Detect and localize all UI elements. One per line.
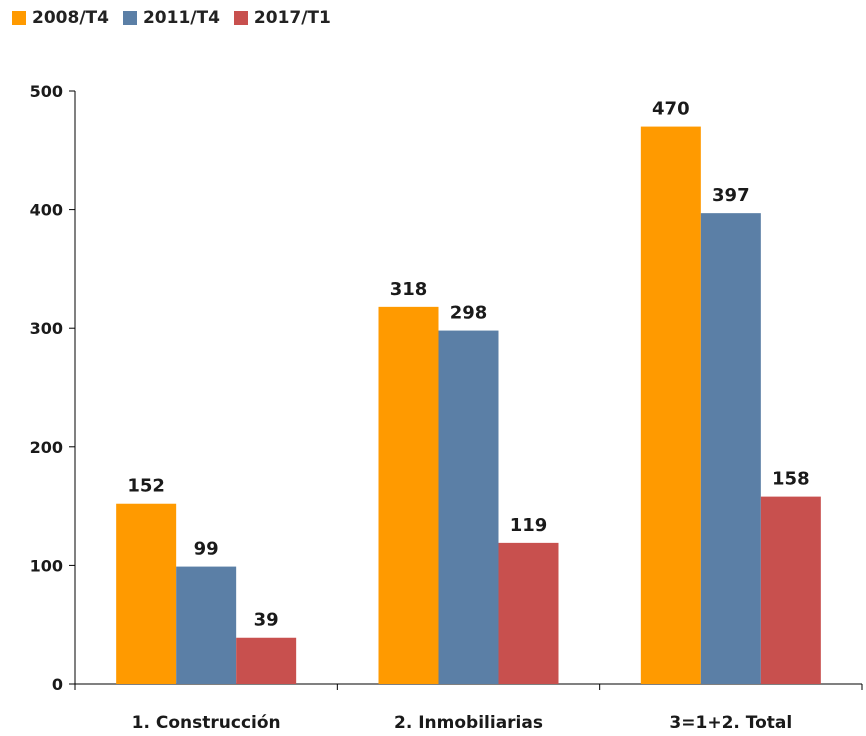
y-tick-label: 400 <box>30 201 63 220</box>
y-tick-label: 200 <box>30 438 63 457</box>
bar-2017-t1-3-1-2-total <box>760 496 821 684</box>
x-tick-label: 2. Inmobiliarias <box>394 713 543 733</box>
legend-item-2008-t4: 2008/T4 <box>12 8 109 28</box>
legend-label-2017-t1: 2017/T1 <box>253 8 331 28</box>
bar-2008-t4-2-inmobiliarias <box>378 306 439 684</box>
data-label-2017-t1-3-1-2-total: 158 <box>772 469 810 490</box>
x-tick-label: 3=1+2. Total <box>669 713 792 733</box>
bar-2011-t4-3-1-2-total <box>700 213 761 684</box>
data-label-2017-t1-1-construcci-n: 39 <box>254 610 279 631</box>
data-label-2008-t4-3-1-2-total: 470 <box>652 99 690 120</box>
y-tick-label: 100 <box>30 556 63 575</box>
y-tick-label: 0 <box>52 675 63 694</box>
legend: 2008/T4 2011/T4 2017/T1 <box>12 8 331 28</box>
legend-item-2011-t4: 2011/T4 <box>122 8 220 28</box>
bar-2017-t1-1-construcci-n <box>236 637 297 684</box>
legend-item-2017-t1: 2017/T1 <box>233 8 331 28</box>
data-label-2011-t4-2-inmobiliarias: 298 <box>450 303 488 324</box>
data-label-2011-t4-1-construcci-n: 99 <box>194 539 219 560</box>
bar-2011-t4-1-construcci-n <box>176 566 237 684</box>
y-tick-label: 300 <box>30 319 63 338</box>
legend-swatch-2011-t4 <box>122 11 137 25</box>
data-label-2017-t1-2-inmobiliarias: 119 <box>510 515 548 536</box>
x-tick-label: 1. Construcción <box>132 713 281 733</box>
legend-label-2011-t4: 2011/T4 <box>142 8 220 28</box>
legend-swatch-2017-t1 <box>233 11 248 25</box>
bar-2011-t4-2-inmobiliarias <box>438 330 499 684</box>
legend-label-2008-t4: 2008/T4 <box>32 8 109 28</box>
data-label-2008-t4-2-inmobiliarias: 318 <box>390 279 428 300</box>
y-tick-label: 500 <box>30 82 63 101</box>
bar-2008-t4-3-1-2-total <box>640 126 701 684</box>
bar-2017-t1-2-inmobiliarias <box>498 542 559 684</box>
data-label-2011-t4-3-1-2-total: 397 <box>712 185 750 206</box>
data-label-2008-t4-1-construcci-n: 152 <box>127 476 165 497</box>
bar-2008-t4-1-construcci-n <box>116 503 177 684</box>
legend-swatch-2008-t4 <box>12 11 26 25</box>
